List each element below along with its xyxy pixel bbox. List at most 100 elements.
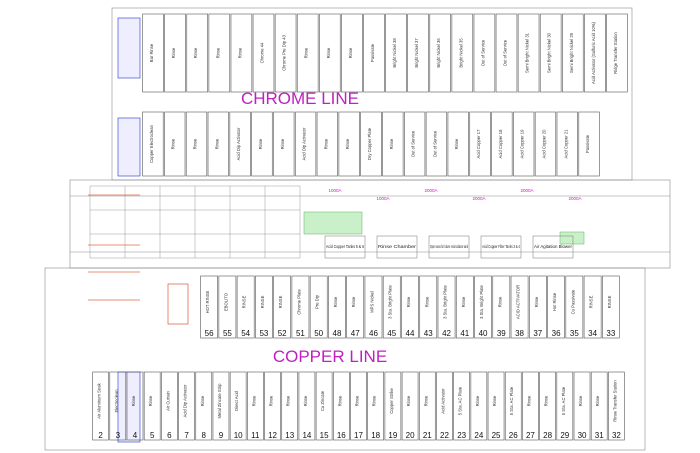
tank-label: Rinse: [193, 138, 198, 149]
tank: [602, 275, 620, 339]
middle-label: Acid Copper Filter Tanks 3 & 4: [482, 244, 520, 249]
tank: [360, 111, 382, 177]
tank-label: Rinse: [280, 138, 285, 149]
tank-label: Rinse: [372, 395, 377, 406]
rectifier-label: 2000A: [520, 188, 533, 193]
tank: [495, 13, 518, 93]
tank-label: Pre Dip: [315, 294, 320, 309]
tank-label: Hot Rinse: [552, 292, 557, 311]
tank: [229, 111, 251, 177]
tank: [296, 13, 319, 93]
tank-number: 15: [320, 431, 329, 440]
tank: [341, 13, 363, 93]
tank: [316, 111, 338, 177]
tank: [236, 275, 255, 339]
tank-label: Rinse: [406, 395, 411, 406]
tank: [164, 13, 186, 93]
tank: [528, 275, 547, 339]
tank-label: Rinse: [595, 395, 600, 406]
tank: [273, 111, 295, 177]
tank-number: 39: [497, 329, 506, 338]
tank: [164, 111, 186, 177]
tank: [350, 371, 367, 441]
tank: [487, 371, 505, 441]
tank-label: Acid Copper 20: [541, 129, 546, 159]
tank-label: Out of Service: [411, 130, 416, 157]
tank-number: 16: [337, 431, 346, 440]
tank-label: Rinse: [131, 395, 136, 406]
tanks-layer: Bar Rinse Rinse Rinse Rinse Rinse Chrome 44 Ch…: [92, 13, 628, 441]
tank: [437, 275, 456, 339]
tank: [364, 275, 383, 339]
tank: [451, 13, 474, 93]
tank: [328, 275, 346, 339]
tank: [447, 111, 469, 177]
tank-label: Air Curtain: [165, 390, 170, 410]
tank-label: Rinse: [193, 47, 198, 58]
tank-label: Rinse: [323, 138, 328, 149]
tank-label: Rinse: [497, 296, 502, 307]
tank-label: Rinse: [251, 395, 256, 406]
tank: [255, 275, 273, 339]
tank: [143, 371, 161, 441]
rectifier-label: 1000A: [376, 196, 389, 201]
tank: [229, 371, 247, 441]
tank: [264, 371, 281, 441]
tank-number: 40: [479, 329, 488, 338]
middle-box: [428, 235, 470, 259]
tank: [382, 275, 401, 339]
rectifier-label: 1000A: [328, 188, 341, 193]
tank: [429, 13, 451, 93]
tank: [510, 275, 529, 339]
tank: [565, 275, 584, 339]
tank-number: 26: [509, 431, 518, 440]
tank-label: Rinse: [237, 47, 242, 58]
tank: [273, 275, 292, 339]
middle-box: [480, 235, 522, 259]
tank-label: Bright Nickel 35: [458, 38, 463, 68]
tank-number: 14: [302, 431, 311, 440]
tank: [583, 275, 602, 339]
tank-number: 25: [492, 431, 501, 440]
tank: [109, 371, 127, 441]
tank-number: 54: [241, 329, 250, 338]
middle-box: [324, 235, 366, 259]
tank-label: HOT RINSE: [205, 290, 210, 313]
tank-label: ACID ACTIVATOR: [516, 285, 521, 319]
tank-label: Acid Copper 17: [476, 129, 481, 159]
tank-label: Chrome Pre Dip 43: [282, 34, 287, 71]
chrome-line-title: CHROME LINE: [241, 89, 359, 108]
tank-label: 5 Sta. AC Plate: [458, 386, 463, 415]
tank-number: 37: [533, 329, 542, 338]
tank-number: 3: [116, 431, 121, 440]
tank: [470, 371, 488, 441]
frame: [44, 7, 671, 451]
tank-number: 51: [296, 329, 305, 338]
tank-number: 53: [259, 329, 268, 338]
tank: [126, 371, 144, 441]
tank-label: EBOLITO: [223, 292, 228, 311]
tank: [208, 13, 231, 93]
tank: [200, 275, 218, 339]
tank: [425, 111, 448, 177]
tank: [562, 13, 584, 93]
tank-label: Rinse: [215, 47, 220, 58]
tank: [142, 13, 164, 93]
tank: [539, 371, 556, 441]
tank-label: Rinse: [406, 296, 411, 307]
tank-label: Rinse: [348, 47, 353, 58]
middle-label: Acid Copper Tanks 5 & 6: [326, 244, 364, 249]
middle-label: Rinse Chamber: [378, 244, 417, 249]
tank-label: Rinse: [534, 296, 539, 307]
tank-label: RINSE: [278, 295, 283, 308]
tank: [469, 111, 491, 177]
tank-label: Out of Service: [432, 130, 437, 157]
tank: [319, 13, 341, 93]
middle-label: Open area for future recirculation tank: [430, 244, 468, 249]
tank: [556, 111, 578, 177]
tank-number: 34: [588, 329, 597, 338]
middle-box: [532, 235, 574, 259]
tank-number: 55: [223, 329, 232, 338]
tank: [584, 13, 606, 93]
rectifier-label: 2000A: [424, 188, 437, 193]
